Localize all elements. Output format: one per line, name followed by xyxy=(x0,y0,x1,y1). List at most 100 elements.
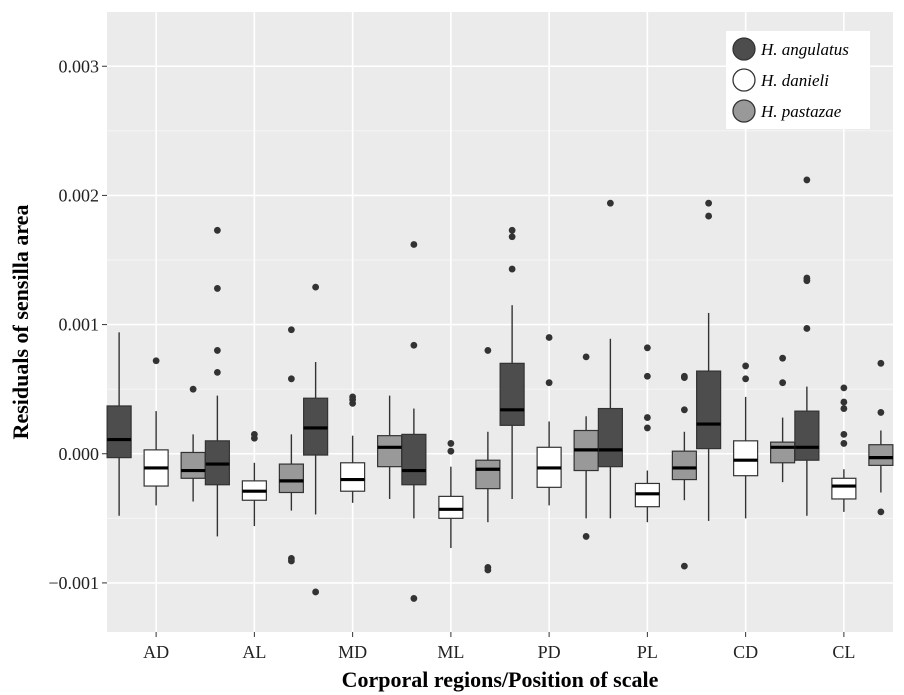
box-cl xyxy=(831,384,857,512)
box-iqr xyxy=(770,441,796,464)
x-tick-label: MD xyxy=(338,642,367,662)
box-iqr xyxy=(671,450,697,481)
box-iqr xyxy=(278,463,304,494)
box-iqr xyxy=(401,433,427,486)
outlier-point xyxy=(840,430,848,438)
box-iqr xyxy=(499,362,525,426)
box-ml xyxy=(475,347,501,574)
outlier-point xyxy=(213,347,221,354)
outlier-point xyxy=(643,344,651,352)
outlier-point xyxy=(742,362,750,370)
outlier-point xyxy=(840,384,848,392)
box-pd xyxy=(536,334,562,506)
outlier-point xyxy=(545,379,553,387)
box-ad xyxy=(106,332,132,516)
series-h-danieli xyxy=(143,334,857,549)
legend-label: H. danieli xyxy=(760,71,829,90)
outlier-point xyxy=(508,265,516,273)
outlier-point xyxy=(643,414,651,421)
outlier-point xyxy=(213,368,221,376)
box-cd xyxy=(696,199,722,521)
outlier-point xyxy=(680,562,688,570)
outlier-point xyxy=(779,379,787,387)
box-pd xyxy=(573,353,599,540)
outlier-point xyxy=(680,406,688,414)
outlier-point xyxy=(877,359,885,367)
box-iqr xyxy=(868,444,894,466)
outlier-point xyxy=(803,274,811,282)
outlier-point xyxy=(410,595,418,602)
outlier-point xyxy=(447,447,455,455)
box-iqr xyxy=(106,405,132,459)
outlier-point xyxy=(840,398,848,406)
plot-area xyxy=(106,176,894,602)
legend-key xyxy=(732,68,756,92)
outlier-point xyxy=(287,557,295,565)
x-tick-label: AD xyxy=(143,642,169,662)
box-md xyxy=(340,393,366,503)
gridlines xyxy=(107,12,893,632)
outlier-point xyxy=(779,354,787,362)
outlier-point xyxy=(680,372,688,380)
y-axis: −0.001 0.000 0.001 0.002 0.003 xyxy=(48,56,107,593)
outlier-point xyxy=(840,440,848,447)
outlier-point xyxy=(705,199,713,207)
box-pd xyxy=(499,226,525,499)
x-tick-label: CD xyxy=(733,642,758,662)
outlier-point xyxy=(312,588,320,596)
box-pl xyxy=(634,344,660,523)
legend: H. angulatus H. danieli H. pastazae xyxy=(726,31,870,129)
box-iqr xyxy=(377,435,403,468)
legend-key xyxy=(732,99,756,123)
x-axis: AD AL MD ML PD PL CD CL xyxy=(143,632,855,662)
x-axis-title: Corporal regions/Position of scale xyxy=(342,667,659,692)
outlier-point xyxy=(705,212,713,220)
y-tick-label: −0.001 xyxy=(48,573,99,593)
outlier-point xyxy=(742,375,750,383)
x-tick-label: PL xyxy=(637,642,658,662)
box-iqr xyxy=(831,477,857,500)
box-ad xyxy=(180,385,206,502)
series-h-pastazae xyxy=(180,326,894,574)
outlier-point xyxy=(643,424,651,432)
y-tick-label: 0.000 xyxy=(59,444,100,464)
outlier-point xyxy=(877,508,885,516)
outlier-point xyxy=(545,334,553,341)
outlier-point xyxy=(582,353,590,361)
outlier-point xyxy=(484,566,492,574)
outlier-point xyxy=(840,405,848,412)
box-md xyxy=(377,395,403,499)
outlier-point xyxy=(803,325,811,332)
series-h-angulatus xyxy=(106,176,820,602)
box-iqr xyxy=(597,407,623,468)
outlier-point xyxy=(582,533,590,540)
outlier-point xyxy=(410,341,418,349)
outlier-point xyxy=(508,233,516,241)
outlier-point xyxy=(877,409,885,416)
outlier-point xyxy=(189,385,197,393)
outlier-point xyxy=(508,226,516,234)
box-al xyxy=(204,226,230,537)
y-tick-label: 0.001 xyxy=(59,315,100,335)
box-iqr xyxy=(696,370,722,450)
outlier-point xyxy=(447,440,455,447)
outlier-point xyxy=(484,347,492,354)
outlier-point xyxy=(643,372,651,380)
outlier-point xyxy=(803,176,811,184)
outlier-point xyxy=(410,241,418,248)
box-cl xyxy=(794,176,820,516)
outlier-point xyxy=(606,199,614,207)
x-tick-label: ML xyxy=(437,642,464,662)
legend-label: H. pastazae xyxy=(760,102,842,121)
box-iqr xyxy=(180,451,206,479)
outlier-point xyxy=(250,430,258,438)
outlier-point xyxy=(152,357,160,365)
outlier-point xyxy=(312,283,320,291)
y-tick-label: 0.003 xyxy=(59,56,100,76)
x-tick-label: CL xyxy=(832,642,855,662)
box-al xyxy=(278,326,304,565)
box-ml xyxy=(438,440,464,549)
outlier-point xyxy=(349,393,357,401)
box-iqr xyxy=(340,462,366,492)
